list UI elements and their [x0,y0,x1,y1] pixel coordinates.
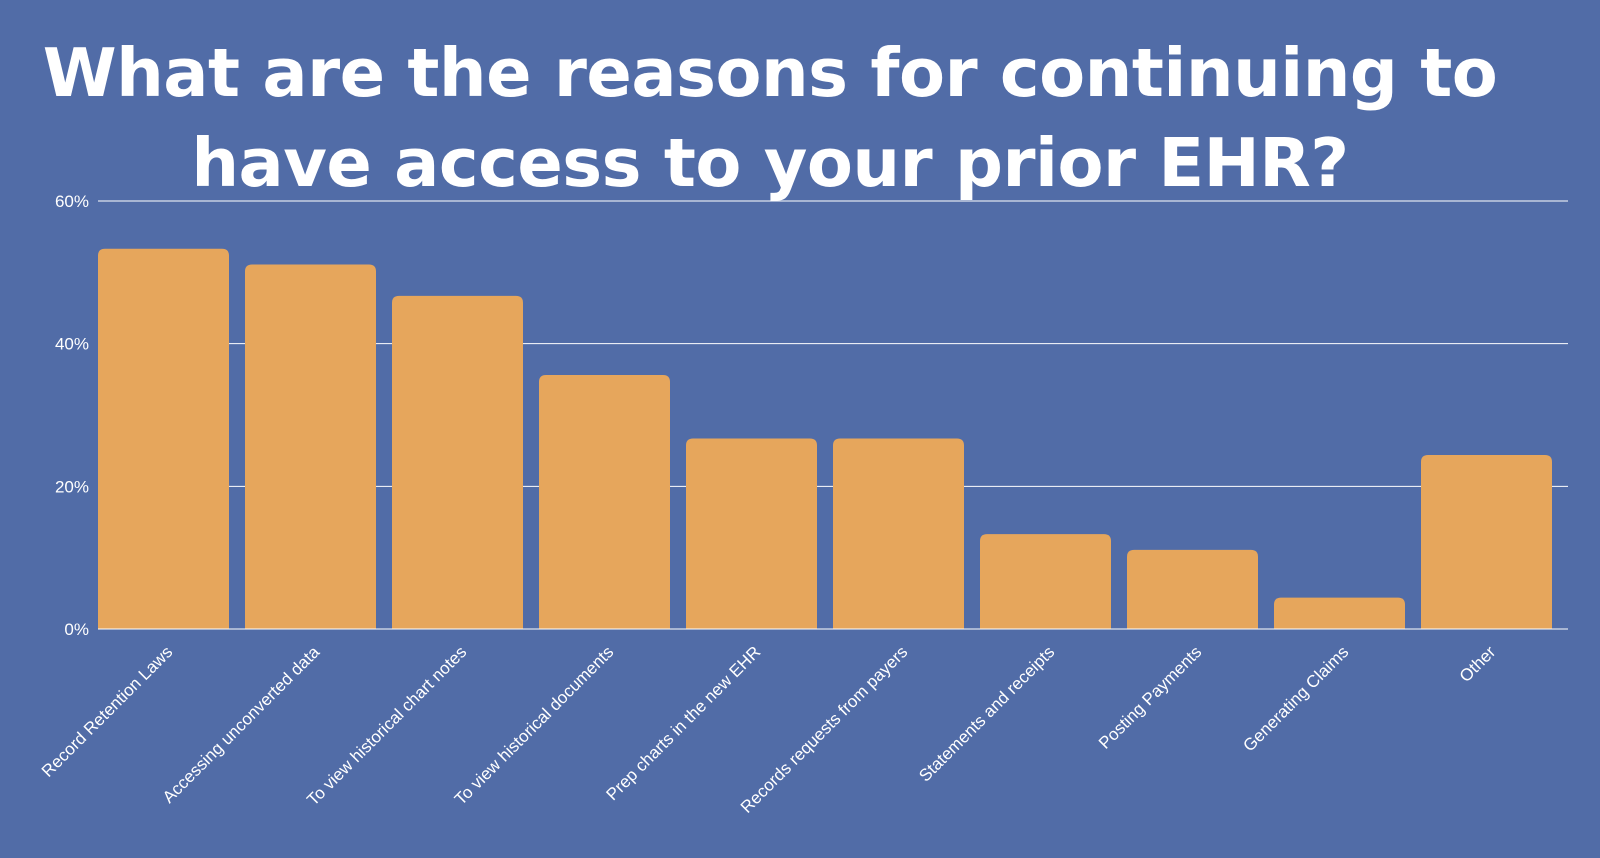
x-category-label: Records requests from payers [737,642,911,816]
x-category-label: Generating Claims [1239,642,1352,755]
page-title: What are the reasons for continuing to h… [0,28,1540,208]
x-category-label: Statements and receipts [915,642,1058,785]
x-category-label: To view historical chart notes [303,642,470,809]
bar [1421,454,1552,629]
x-category-label: Record Retention Laws [38,642,176,780]
page-title-line-1: What are the reasons for continuing to [42,34,1498,112]
x-category-label: Other [1456,642,1500,686]
y-tick-label: 60% [55,192,89,211]
page-title-line-2: have access to your prior EHR? [191,124,1349,202]
x-category-label: Prep charts in the new EHR [603,642,765,804]
y-tick-label: 40% [55,335,89,354]
x-category-label: Accessing unconverted data [159,642,324,807]
bar [833,438,964,629]
y-tick-label: 20% [55,477,89,496]
x-category-label: Posting Payments [1095,642,1205,752]
y-axis-ticks: 0% 20% 40% 60% [55,192,89,639]
bars [98,248,1568,630]
bar [980,534,1111,629]
bar [98,248,229,629]
bar [392,295,523,629]
bar [245,264,376,629]
bar [1274,597,1405,629]
bar [686,438,817,629]
x-category-label: To view historical documents [451,642,617,808]
bar [1127,549,1258,629]
bar [539,375,670,629]
y-tick-label: 0% [64,620,89,639]
